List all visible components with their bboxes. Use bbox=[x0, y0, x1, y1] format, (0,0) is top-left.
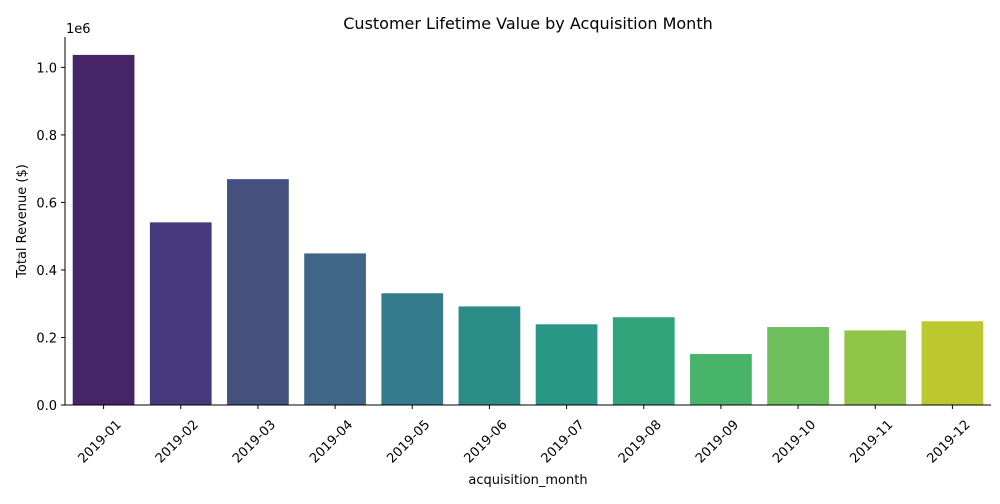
x-tick-label: 2019-03 bbox=[230, 417, 279, 466]
x-tick-label: 2019-01 bbox=[76, 417, 125, 466]
x-tick-label: 2019-05 bbox=[384, 417, 433, 466]
bar-2019-09 bbox=[690, 354, 752, 405]
bar-2019-02 bbox=[149, 222, 212, 405]
x-axis-ticks: 2019-01 2019-02 2019-03 2019-04 2019-05 2019-… bbox=[76, 405, 974, 467]
y-tick-label: 0.0 bbox=[36, 399, 57, 414]
bar-2019-12 bbox=[921, 321, 984, 405]
bar-2019-08 bbox=[612, 317, 675, 405]
x-tick-label: 2019-06 bbox=[461, 417, 510, 466]
x-tick-label: 2019-11 bbox=[847, 417, 896, 466]
y-tick-label: 0.2 bbox=[36, 331, 57, 346]
bar-2019-07 bbox=[535, 324, 598, 405]
y-tick-label: 0.4 bbox=[36, 264, 57, 279]
bars-group bbox=[72, 54, 984, 405]
y-axis-offset-text: 1e6 bbox=[66, 22, 91, 37]
chart-title: Customer Lifetime Value by Acquisition M… bbox=[343, 14, 712, 33]
x-axis-label: acquisition_month bbox=[468, 473, 587, 488]
y-tick-label: 0.8 bbox=[36, 129, 57, 144]
bar-2019-11 bbox=[844, 330, 907, 405]
bar-2019-05 bbox=[381, 293, 444, 405]
x-tick-label: 2019-12 bbox=[924, 417, 973, 466]
bar-2019-03 bbox=[227, 179, 289, 405]
y-axis-ticks: 0.0 0.2 0.4 0.6 0.8 1.0 bbox=[36, 61, 65, 414]
bar-2019-10 bbox=[767, 327, 829, 405]
bar-2019-06 bbox=[458, 306, 521, 405]
bar-2019-04 bbox=[304, 253, 366, 405]
x-tick-label: 2019-08 bbox=[616, 417, 665, 466]
y-tick-label: 0.6 bbox=[36, 196, 57, 211]
y-tick-label: 1.0 bbox=[36, 61, 57, 76]
x-tick-label: 2019-07 bbox=[539, 417, 588, 466]
x-tick-label: 2019-04 bbox=[307, 417, 356, 466]
bar-2019-01 bbox=[72, 54, 135, 405]
x-tick-label: 2019-10 bbox=[770, 417, 819, 466]
x-tick-label: 2019-09 bbox=[693, 417, 742, 466]
y-axis-label: Total Revenue ($) bbox=[15, 164, 30, 279]
x-tick-label: 2019-02 bbox=[153, 417, 202, 466]
